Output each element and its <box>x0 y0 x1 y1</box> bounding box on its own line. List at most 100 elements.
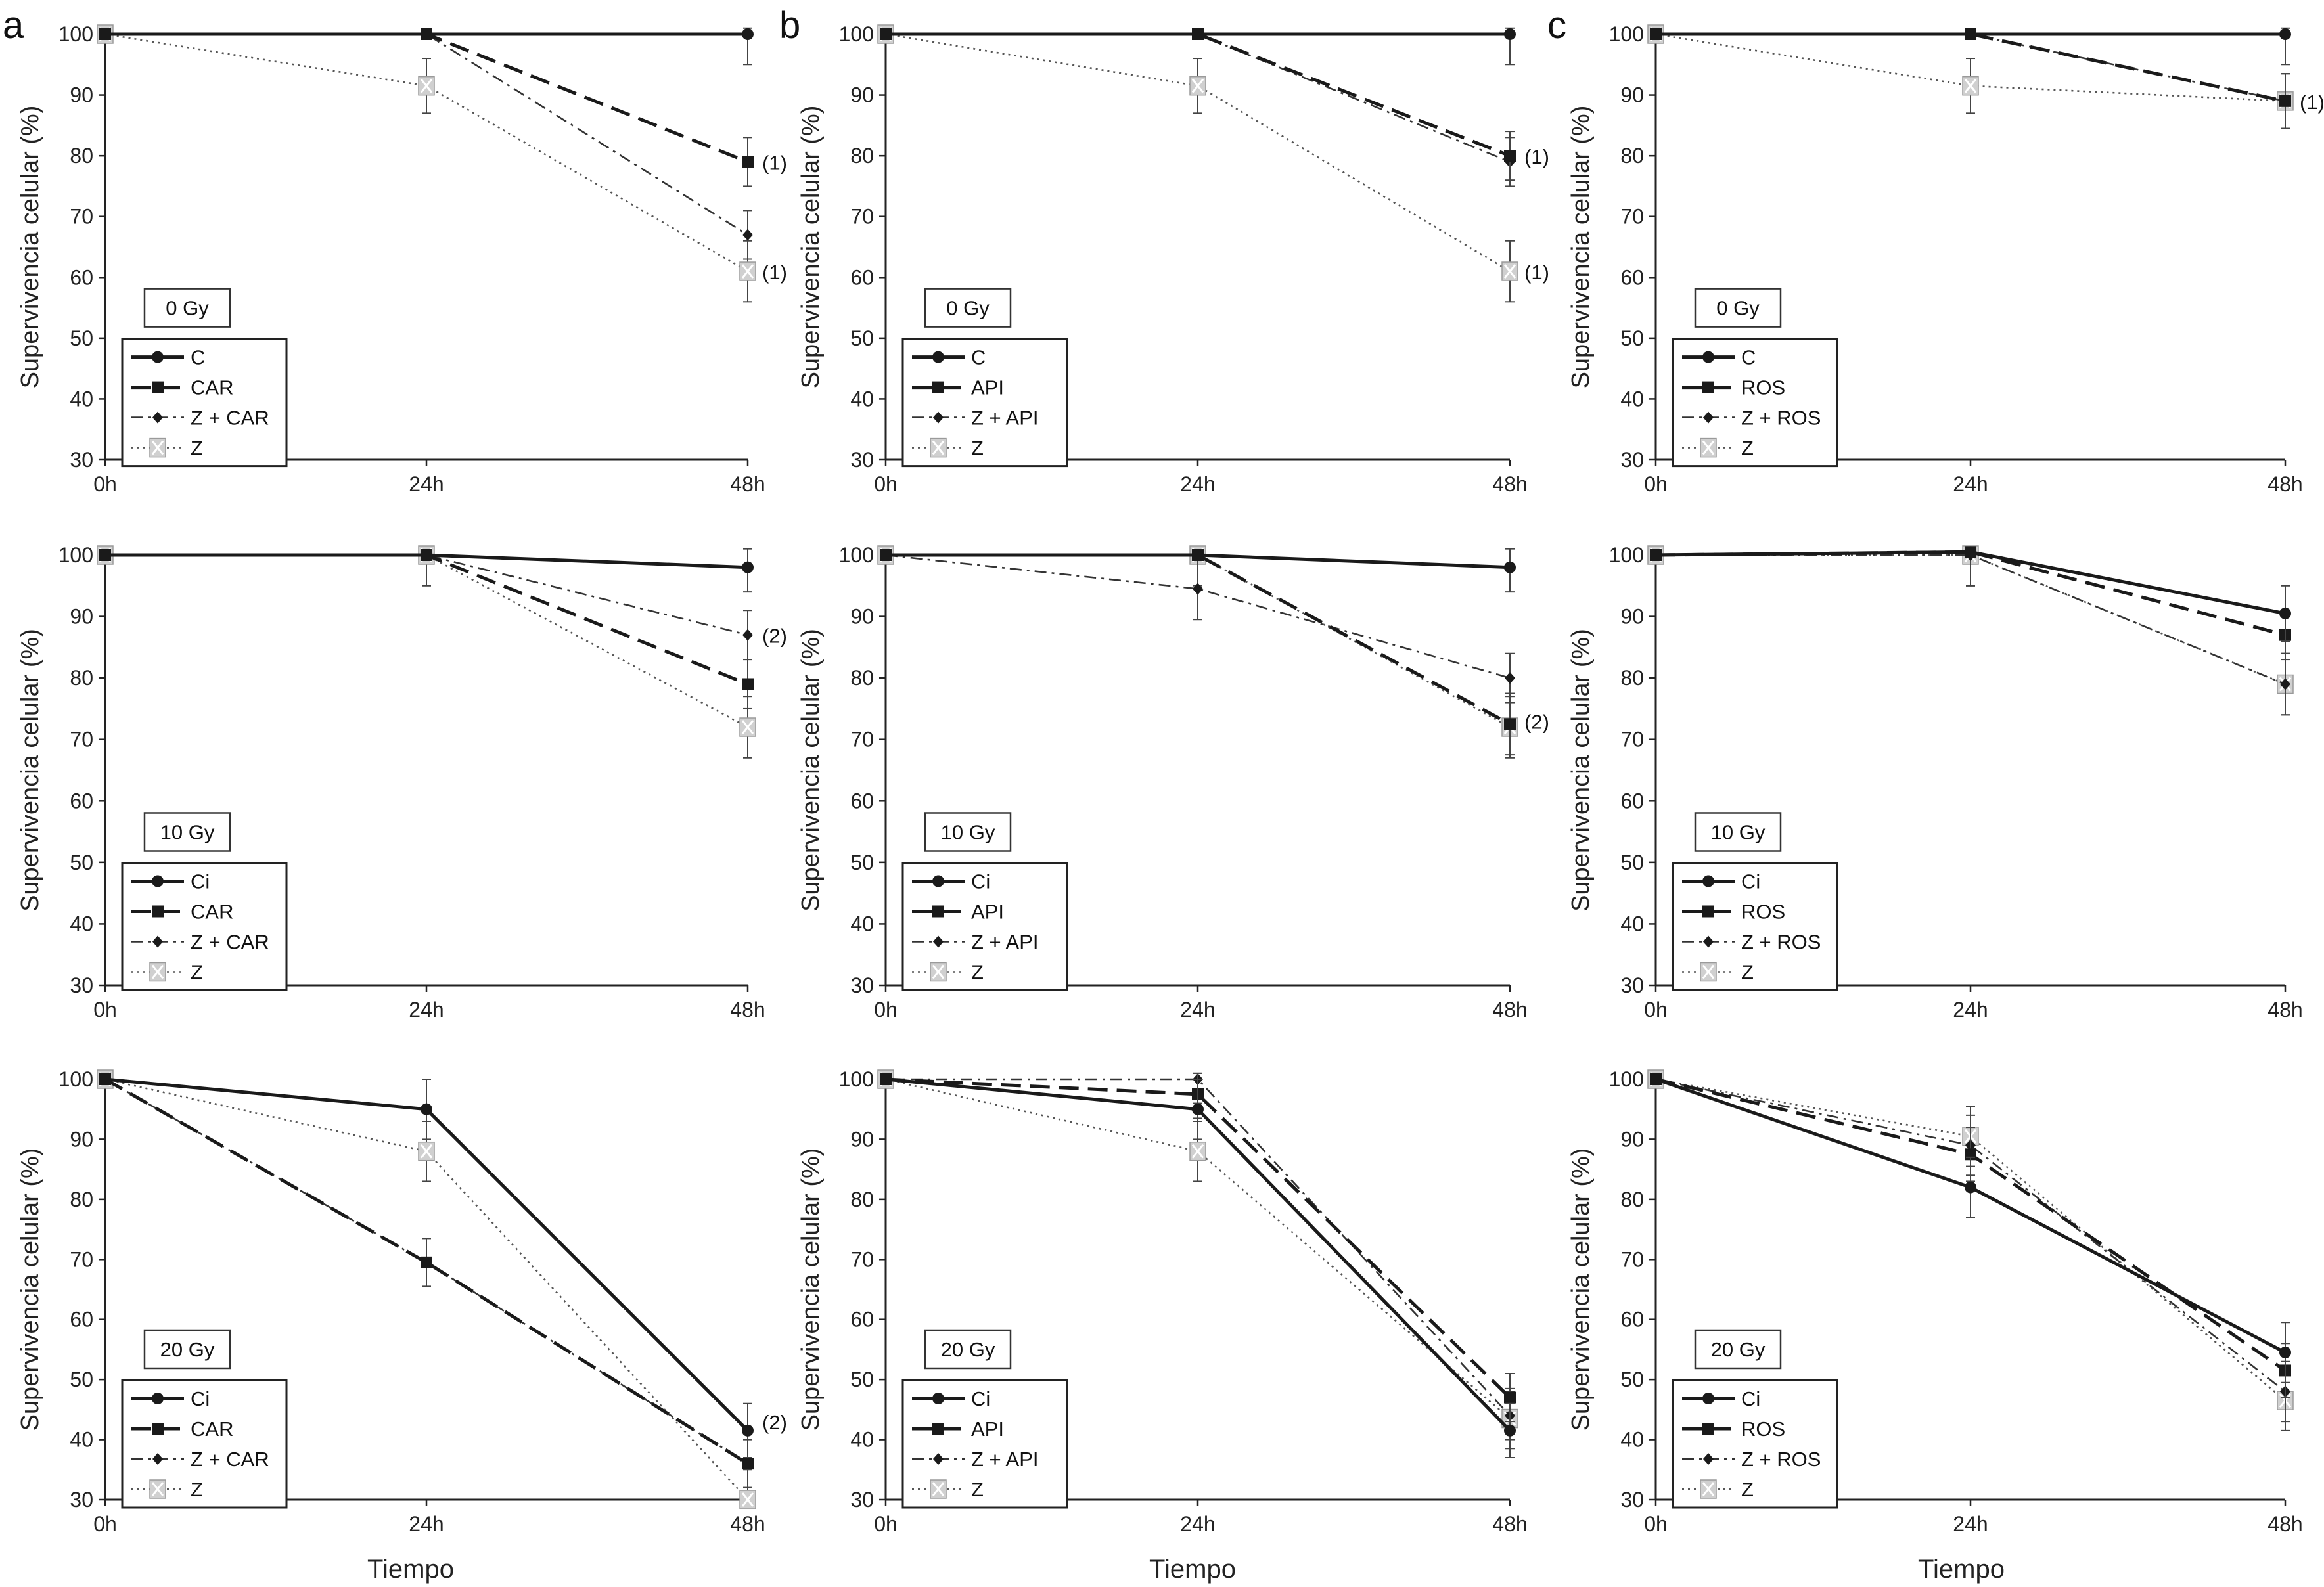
y-tick-label: 100 <box>1609 543 1644 567</box>
legend-marker <box>152 905 164 918</box>
y-tick-label: 70 <box>850 1247 874 1271</box>
x-tick-label: 0h <box>1644 1512 1668 1536</box>
data-point <box>880 28 892 40</box>
data-point <box>739 1490 756 1509</box>
x-tick-label: 48h <box>1492 472 1527 496</box>
data-point <box>421 1256 432 1268</box>
y-tick-label: 40 <box>70 912 93 935</box>
annotation: (1) <box>1524 145 1549 168</box>
chart-b-10gy: 30 40 50 60 70 80 90 100 0h 24h 48h Supervivencia c… <box>797 543 1549 1021</box>
legend-label: Z <box>971 437 984 460</box>
data-point <box>2280 678 2290 690</box>
legend-label: Ci <box>191 1387 210 1410</box>
legend-label: C <box>1741 346 1756 369</box>
data-point <box>1965 546 1976 558</box>
data-point <box>880 1073 892 1085</box>
x-tick-label: 48h <box>730 472 765 496</box>
legend-label: API <box>971 901 1004 924</box>
y-tick-label: 30 <box>1620 1488 1644 1511</box>
x-tick-label: 24h <box>409 472 444 496</box>
y-tick-label: 50 <box>70 851 93 874</box>
y-tick-label: 80 <box>850 144 874 168</box>
legend-marker <box>1703 1453 1714 1465</box>
panel-letter-b: b <box>779 4 800 47</box>
y-tick-label: 80 <box>1620 666 1644 690</box>
x-tick-label: 24h <box>409 998 444 1021</box>
data-point <box>421 1103 432 1115</box>
legend-label: Z <box>971 1478 984 1501</box>
series-line <box>885 1077 1511 1399</box>
series-ci <box>99 1073 754 1458</box>
legend-label: C <box>191 346 205 369</box>
legend-marker <box>932 381 944 393</box>
data-point <box>1504 561 1516 573</box>
legend-marker <box>930 1479 947 1499</box>
series-ci <box>880 548 1516 593</box>
legend-marker <box>932 1423 944 1435</box>
x-tick-label: 24h <box>1180 1512 1215 1536</box>
legend-marker <box>152 381 164 393</box>
legend-label: Z + API <box>971 1448 1039 1471</box>
y-tick-label: 50 <box>1620 851 1644 874</box>
data-point <box>739 717 756 737</box>
y-tick-label: 90 <box>850 1127 874 1151</box>
y-axis-title: Supervivencia celular (%) <box>797 1148 825 1431</box>
legend-label: Z <box>971 961 984 984</box>
legend-marker <box>1702 905 1714 918</box>
dose-box <box>924 1329 1012 1370</box>
panel-letter-a: a <box>3 4 24 47</box>
series-z-api <box>880 549 1515 704</box>
data-point <box>742 1458 754 1470</box>
legend-label: Z <box>1741 1478 1754 1501</box>
legend-marker <box>152 1453 163 1465</box>
y-tick-label: 90 <box>70 1127 93 1151</box>
y-tick-label: 50 <box>70 326 93 350</box>
legend-marker <box>152 351 164 363</box>
y-tick-label: 80 <box>850 1188 874 1211</box>
legend-marker <box>1700 1479 1717 1499</box>
y-tick-label: 40 <box>850 387 874 411</box>
legend-label: C <box>971 346 986 369</box>
y-tick-label: 70 <box>850 205 874 229</box>
chart-c-20gy: 30 40 50 60 70 80 90 100 0h 24h 48h Supervivencia c… <box>1567 1067 2303 1536</box>
legend-label: Ci <box>971 1387 990 1410</box>
legend-box <box>901 338 1068 468</box>
y-tick-label: 70 <box>1620 728 1644 751</box>
annotation: (1) <box>762 261 787 284</box>
legend-marker <box>1700 437 1717 458</box>
legend-marker <box>1703 935 1714 948</box>
x-tick-label: 0h <box>1644 998 1668 1021</box>
legend-marker <box>1703 411 1714 424</box>
legend-marker <box>149 962 166 982</box>
y-tick-label: 90 <box>1620 1127 1644 1151</box>
x-tick-label: 48h <box>730 1512 765 1536</box>
dose-box <box>143 288 231 328</box>
chart-c-10gy: 30 40 50 60 70 80 90 100 0h 24h 48h Supervivencia c… <box>1567 543 2303 1021</box>
y-tick-label: 80 <box>70 144 93 168</box>
x-tick-label: 0h <box>93 1512 117 1536</box>
dose-box <box>1694 812 1782 852</box>
legend-label: ROS <box>1741 901 1785 924</box>
legend-label: CAR <box>191 901 233 924</box>
y-tick-label: 60 <box>850 789 874 813</box>
annotation: (1) <box>1524 261 1549 284</box>
x-tick-label: 0h <box>1644 472 1668 496</box>
data-point <box>1504 1424 1516 1437</box>
x-tick-label: 48h <box>2267 1512 2302 1536</box>
data-point <box>1193 583 1203 595</box>
legend-label: Ci <box>1741 1387 1760 1410</box>
series-ci <box>1650 1073 2291 1383</box>
y-tick-label: 40 <box>70 1428 93 1452</box>
y-tick-label: 90 <box>1620 83 1644 107</box>
dose-box <box>143 1329 231 1370</box>
legend-marker <box>932 875 944 887</box>
dose-label: 20 Gy <box>1711 1338 1766 1361</box>
data-point <box>2279 28 2291 40</box>
legend-marker <box>1702 1393 1714 1404</box>
y-axis-title: Supervivencia celular (%) <box>16 106 44 389</box>
y-axis-title: Supervivencia celular (%) <box>797 106 825 389</box>
x-tick-label: 0h <box>93 998 117 1021</box>
dose-box <box>1694 288 1782 328</box>
data-point <box>739 261 756 281</box>
